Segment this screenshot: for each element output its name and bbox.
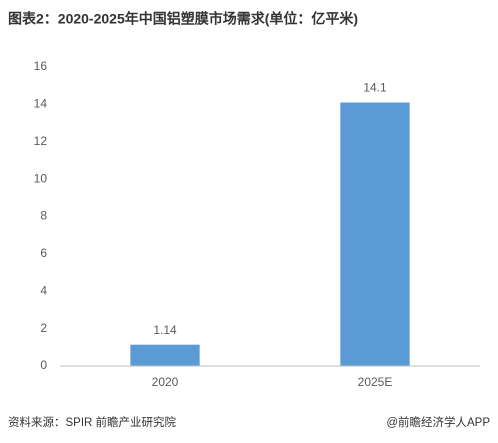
y-tick-label: 0 — [40, 358, 47, 372]
bar — [340, 102, 410, 366]
y-tick-label: 12 — [34, 134, 48, 148]
y-tick-label: 10 — [34, 171, 48, 185]
chart-title: 图表2：2020-2025年中国铝塑膜市场需求(单位：亿平米) — [8, 11, 358, 27]
y-tick-label: 2 — [40, 321, 47, 335]
data-label: 14.1 — [363, 81, 387, 95]
x-tick-label: 2025E — [358, 375, 393, 389]
y-tick-label: 6 — [40, 246, 47, 260]
bar — [130, 344, 200, 366]
x-tick-label: 2020 — [152, 375, 179, 389]
y-tick-label: 16 — [34, 59, 48, 73]
y-tick-label: 14 — [34, 97, 48, 111]
source: 资料来源：SPIR 前瞻产业研究院 — [8, 415, 177, 429]
y-tick-label: 8 — [40, 209, 47, 223]
credit: @前瞻经济学人APP — [386, 415, 490, 429]
y-tick-label: 4 — [40, 283, 47, 297]
data-label: 1.14 — [153, 323, 177, 337]
